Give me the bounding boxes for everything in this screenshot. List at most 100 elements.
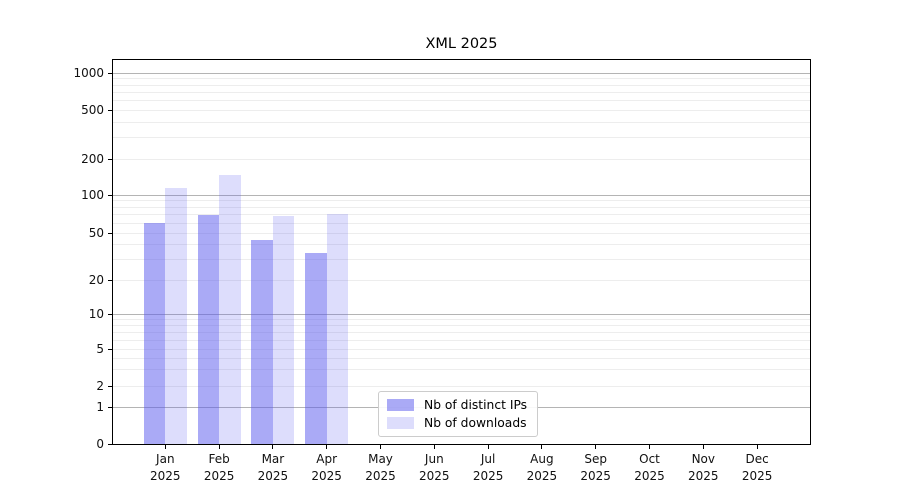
x-tick-month: Oct: [639, 452, 660, 466]
minor-gridline: [113, 324, 810, 326]
y-tick-mark: [108, 110, 112, 112]
minor-gridline: [113, 200, 810, 202]
y-tick-label: 200: [81, 151, 104, 166]
minor-gridline: [113, 357, 810, 359]
x-tick-label: Oct 2025: [622, 451, 678, 484]
minor-gridline: [113, 110, 810, 112]
minor-gridline: [113, 244, 810, 246]
x-tick-year: 2025: [311, 468, 342, 483]
x-tick-year: 2025: [257, 468, 289, 483]
x-tick-month: Aug: [530, 452, 554, 466]
chart-title: XML 2025: [425, 36, 498, 52]
x-tick-mark: [487, 445, 489, 449]
bar-distinct-ips: [143, 223, 166, 444]
left-spine: [112, 60, 113, 445]
x-tick-year: 2025: [688, 468, 719, 483]
y-tick-label: 50: [88, 225, 104, 240]
x-tick-month: Sep: [584, 452, 607, 466]
bar-downloads: [165, 187, 187, 444]
y-tick-label: 10: [88, 306, 104, 321]
y-tick-mark: [108, 348, 112, 350]
legend-label-distinct-ips: Nb of distinct IPs: [424, 398, 528, 412]
x-tick-mark: [595, 445, 597, 449]
x-tick-label: Jun 2025: [406, 451, 462, 484]
minor-gridline: [113, 331, 810, 333]
x-tick-label: Feb 2025: [191, 451, 247, 484]
x-tick-month: May: [368, 452, 393, 466]
y-tick-mark: [108, 232, 112, 234]
minor-gridline: [113, 214, 810, 216]
x-tick-month: Feb: [208, 452, 230, 466]
x-tick-year: 2025: [472, 468, 504, 483]
minor-gridline: [113, 92, 810, 94]
bottom-spine: [112, 444, 811, 445]
x-tick-mark: [541, 445, 543, 449]
minor-gridline: [113, 348, 810, 350]
y-tick-mark: [108, 158, 112, 160]
bar-downloads: [272, 216, 295, 444]
x-tick-year: 2025: [203, 468, 235, 483]
x-tick-mark: [218, 445, 220, 449]
legend-item-downloads: Nb of downloads: [387, 416, 527, 430]
minor-gridline: [113, 137, 810, 139]
legend-item-distinct-ips: Nb of distinct IPs: [387, 398, 527, 412]
y-tick-mark: [108, 313, 112, 315]
minor-gridline: [113, 385, 810, 387]
minor-gridline: [113, 84, 810, 86]
minor-gridline: [113, 206, 810, 208]
y-tick-label: 5: [96, 341, 104, 356]
x-tick-label: Nov 2025: [675, 451, 731, 484]
minor-gridline: [113, 158, 810, 160]
minor-gridline: [113, 232, 810, 234]
x-tick-month: Dec: [745, 452, 769, 466]
minor-gridline: [113, 100, 810, 102]
x-tick-label: Sep 2025: [568, 451, 624, 484]
minor-gridline: [113, 369, 810, 371]
x-tick-month: Jul: [480, 452, 496, 466]
major-gridline: [113, 194, 810, 196]
top-spine: [112, 59, 811, 60]
minor-gridline: [113, 122, 810, 124]
minor-gridline: [113, 339, 810, 341]
legend: Nb of distinct IPs Nb of downloads: [378, 391, 539, 437]
y-tick-mark: [108, 443, 112, 445]
minor-gridline: [113, 318, 810, 320]
bar-downloads: [219, 174, 241, 444]
x-tick-mark: [433, 445, 435, 449]
x-tick-label: Dec 2025: [729, 451, 785, 484]
x-tick-month: Jun: [424, 452, 444, 466]
major-gridline: [113, 313, 810, 315]
x-tick-label: Apr 2025: [299, 451, 355, 484]
y-tick-mark: [108, 385, 112, 387]
y-tick-label: 20: [88, 272, 104, 287]
minor-gridline: [113, 78, 810, 80]
x-tick-mark: [702, 445, 704, 449]
y-tick-label: 0: [96, 436, 104, 451]
minor-gridline: [113, 222, 810, 224]
y-tick-label: 1: [96, 399, 104, 414]
bar-distinct-ips: [251, 239, 273, 444]
x-tick-mark: [380, 445, 381, 449]
y-tick-label: 500: [81, 103, 104, 118]
y-tick-mark: [108, 406, 112, 408]
x-tick-month: Mar: [261, 452, 285, 466]
x-tick-year: 2025: [150, 468, 181, 483]
x-tick-mark: [272, 445, 274, 449]
right-spine: [810, 60, 811, 445]
legend-label-downloads: Nb of downloads: [424, 416, 527, 430]
y-tick-mark: [108, 194, 112, 196]
x-tick-label: Mar 2025: [245, 451, 301, 484]
x-tick-month: Apr: [316, 452, 338, 466]
x-tick-year: 2025: [741, 468, 773, 483]
legend-swatch-distinct-ips: [387, 399, 414, 411]
y-tick-label: 2: [96, 378, 104, 393]
x-tick-mark: [649, 445, 650, 449]
x-tick-label: Aug 2025: [514, 451, 570, 484]
x-tick-year: 2025: [419, 468, 450, 483]
y-tick-mark: [108, 279, 112, 281]
y-tick-label: 100: [81, 187, 104, 202]
bar-downloads: [326, 213, 349, 444]
x-tick-label: May 2025: [353, 451, 409, 484]
